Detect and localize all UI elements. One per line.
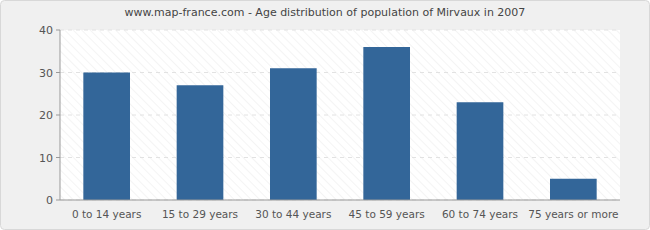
chart: www.map-france.com - Age distribution of… <box>0 0 650 230</box>
x-tick-label: 60 to 74 years <box>442 208 518 220</box>
grid-line <box>60 30 620 31</box>
y-tick-label: 0 <box>46 194 53 207</box>
bar <box>457 102 504 200</box>
grid-line <box>60 157 620 158</box>
bar <box>550 179 597 200</box>
grid-line <box>60 72 620 73</box>
y-tick-label: 20 <box>39 109 53 122</box>
y-tick <box>56 72 60 73</box>
grid-line <box>60 200 620 201</box>
bars <box>83 47 596 200</box>
y-axis <box>60 30 61 200</box>
x-tick-label: 30 to 44 years <box>255 208 331 220</box>
x-tick-label: 15 to 29 years <box>162 208 238 220</box>
y-tick-label: 10 <box>39 152 53 165</box>
plot-hatch <box>60 30 620 200</box>
bar <box>83 73 130 201</box>
background <box>1 1 650 230</box>
y-tick <box>56 200 60 201</box>
bar <box>363 47 410 200</box>
title: www.map-france.com - Age distribution of… <box>125 6 526 19</box>
plot-area <box>60 30 620 200</box>
y-tick <box>56 30 60 31</box>
bar <box>270 68 317 200</box>
y-tick <box>56 115 60 116</box>
y-tick <box>56 157 60 158</box>
x-axis <box>60 200 620 201</box>
y-tick-label: 40 <box>39 24 53 37</box>
grid-line <box>60 115 620 116</box>
y-tick-label: 30 <box>39 67 53 80</box>
x-tick-label: 75 years or more <box>528 208 618 220</box>
x-tick-label: 45 to 59 years <box>349 208 425 220</box>
x-tick-label: 0 to 14 years <box>72 208 142 220</box>
bar <box>177 85 224 200</box>
